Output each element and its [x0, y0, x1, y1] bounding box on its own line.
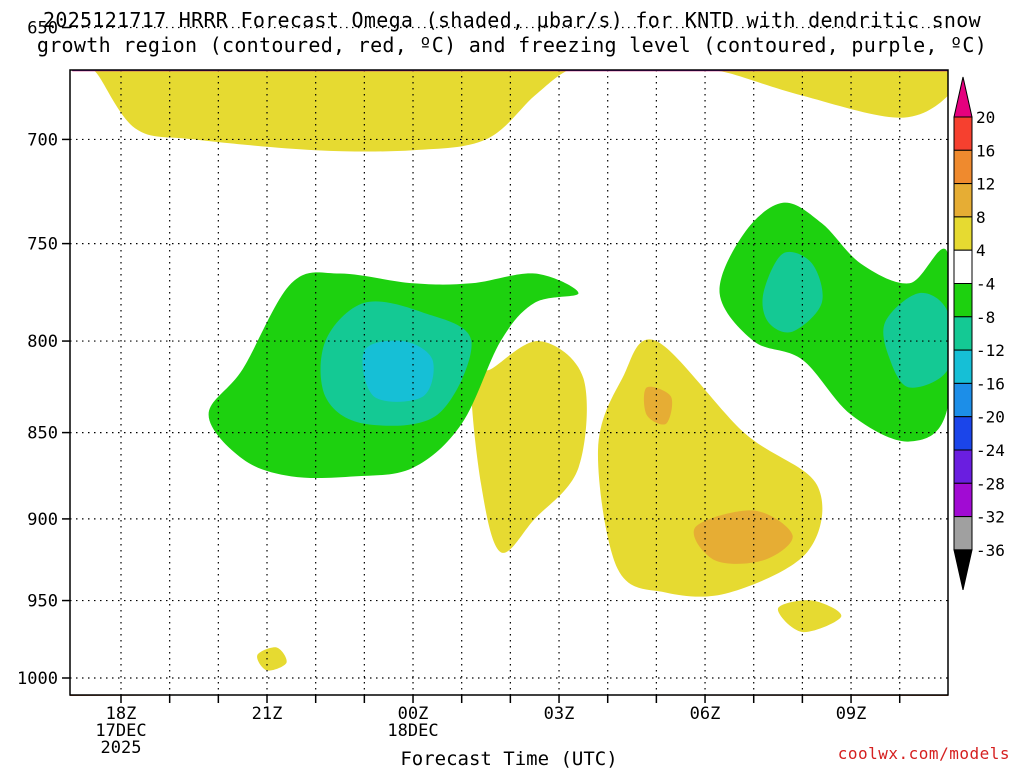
x-tick-label: 00Z: [398, 704, 429, 724]
colorbar-label: 4: [976, 241, 986, 260]
colorbar-label: -16: [976, 374, 1005, 393]
omega-region-4-to-8: [705, 70, 948, 118]
colorbar-label: -32: [976, 508, 1005, 527]
y-tick-label: 1000: [17, 669, 58, 689]
colorbar-segment: [953, 116, 973, 151]
colorbar-segment: [953, 149, 973, 185]
axes-layer: 2503003504004505005506006507007508008509…: [17, 19, 901, 768]
x-tick-sublabel: 17DEC: [95, 721, 146, 741]
grid-layer: [70, 26, 948, 695]
colorbar-segment: [953, 349, 973, 384]
x-tick-label: 06Z: [690, 704, 721, 724]
colorbar-segment: [953, 416, 973, 451]
colorbar-segment: [953, 482, 973, 518]
colorbar-label: -24: [976, 441, 1005, 460]
y-tick-label: 900: [27, 510, 58, 530]
omega-region--8-to--12: [762, 251, 823, 333]
x-tick-label: 21Z: [252, 704, 283, 724]
colorbar-segment: [953, 183, 973, 218]
omega-region-4-to-8: [86, 70, 598, 152]
colorbar-top-arrow: [953, 76, 973, 118]
colorbar-label: 8: [976, 208, 986, 227]
colorbar-bottom-arrow: [953, 549, 973, 591]
x-tick-label: 09Z: [836, 704, 867, 724]
omega-region-8-to-12: [693, 510, 793, 564]
omega-region--12-to--16: [362, 340, 434, 402]
chart-title-line-2: growth region (contoured, red, ºC) and f…: [36, 33, 988, 57]
colorbar-label: 16: [976, 141, 995, 160]
colorbar-label: -36: [976, 541, 1005, 560]
x-tick-sublabel: 2025: [101, 738, 142, 758]
omega-region-4-to-8: [471, 341, 587, 553]
chart-title-line-1: 2025121717 HRRR Forecast Omega (shaded, …: [43, 8, 981, 32]
colorbar-label: 20: [976, 108, 995, 127]
colorbar-label: -20: [976, 408, 1005, 427]
x-axis-label: Forecast Time (UTC): [400, 748, 617, 768]
temperature-contours-layer: -18-18-15-15-12-120: [72, 70, 948, 72]
y-tick-label: 850: [27, 424, 58, 444]
colorbar-segment: [953, 283, 973, 318]
colorbar-label: -12: [976, 341, 1005, 360]
colorbar-label: -8: [976, 308, 995, 327]
y-tick-label: 800: [27, 332, 58, 352]
colorbar-segment: [953, 316, 973, 351]
colorbar-label: -28: [976, 474, 1005, 493]
colorbar-label: 12: [976, 175, 995, 194]
omega-shading-layer: [86, 70, 948, 671]
y-tick-label: 950: [27, 592, 58, 612]
colorbar-segment: [953, 449, 973, 484]
y-tick-label: 750: [27, 235, 58, 255]
omega-region-4-to-8: [257, 647, 287, 671]
x-tick-label: 03Z: [544, 704, 575, 724]
y-tick-label: 700: [27, 130, 58, 150]
omega-region-4-to-8: [777, 600, 842, 633]
x-tick-label: 18Z: [106, 704, 137, 724]
x-tick-sublabel: 18DEC: [387, 721, 438, 741]
y-tick-label: 650: [27, 19, 58, 39]
colorbar-segment: [953, 216, 973, 251]
colorbar-segment: [953, 516, 973, 551]
omega-region-4-to-8: [597, 339, 823, 597]
plot-frame: [69, 69, 949, 696]
colorbar-segment: [953, 249, 973, 284]
colorbar-segment: [953, 382, 973, 418]
credit-watermark: coolwx.com/models: [837, 744, 1010, 763]
colorbar: 20 16 12 8 4 -4 -8 -12 -16 -20 -24 -28 -32 -36: [953, 76, 1005, 591]
omega-region-8-to-12: [643, 386, 673, 425]
colorbar-label: -4: [976, 275, 995, 294]
